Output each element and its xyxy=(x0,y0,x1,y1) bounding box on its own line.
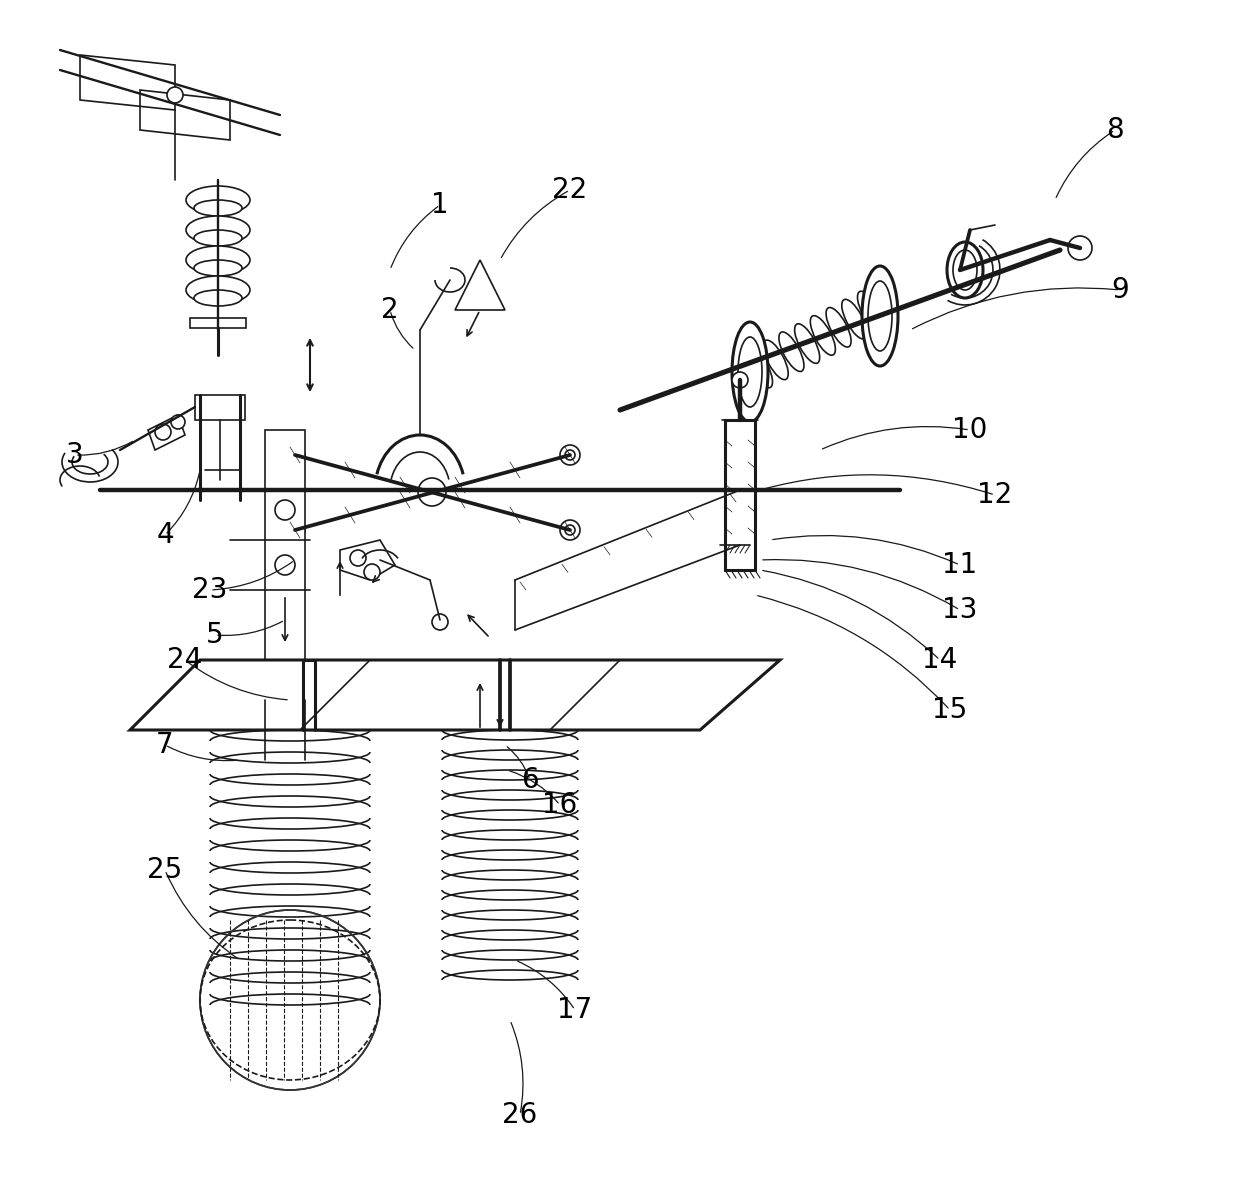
Text: 11: 11 xyxy=(942,551,977,579)
Ellipse shape xyxy=(795,324,820,363)
Text: 25: 25 xyxy=(148,857,182,884)
Text: 24: 24 xyxy=(167,646,202,674)
Polygon shape xyxy=(725,420,755,570)
Ellipse shape xyxy=(811,315,836,355)
Ellipse shape xyxy=(738,337,763,407)
Text: 4: 4 xyxy=(156,521,174,549)
Ellipse shape xyxy=(740,340,760,401)
Ellipse shape xyxy=(735,325,765,415)
Circle shape xyxy=(432,614,448,630)
Text: 12: 12 xyxy=(977,481,1013,509)
Circle shape xyxy=(171,415,185,429)
Polygon shape xyxy=(195,395,246,420)
Circle shape xyxy=(732,372,748,389)
Text: 17: 17 xyxy=(557,996,593,1024)
Ellipse shape xyxy=(954,250,977,290)
Circle shape xyxy=(365,564,379,580)
Ellipse shape xyxy=(868,282,892,351)
Circle shape xyxy=(350,550,366,565)
Ellipse shape xyxy=(732,322,768,422)
Circle shape xyxy=(565,450,575,460)
Circle shape xyxy=(275,555,295,575)
Text: 9: 9 xyxy=(1111,275,1128,304)
Circle shape xyxy=(1068,236,1092,260)
Ellipse shape xyxy=(947,242,983,298)
Text: 6: 6 xyxy=(521,766,539,794)
Polygon shape xyxy=(190,318,246,328)
Ellipse shape xyxy=(186,245,250,274)
Ellipse shape xyxy=(748,348,773,387)
Ellipse shape xyxy=(866,269,895,360)
Circle shape xyxy=(560,445,580,466)
Circle shape xyxy=(290,450,300,460)
Text: 22: 22 xyxy=(552,176,588,205)
Text: 23: 23 xyxy=(192,576,228,604)
Text: 14: 14 xyxy=(923,646,957,674)
Ellipse shape xyxy=(870,285,890,345)
Circle shape xyxy=(275,500,295,520)
Ellipse shape xyxy=(193,230,242,245)
Circle shape xyxy=(285,445,305,466)
Text: 5: 5 xyxy=(206,621,223,648)
Text: 8: 8 xyxy=(1106,115,1123,144)
Ellipse shape xyxy=(186,217,250,244)
Polygon shape xyxy=(148,415,185,450)
Text: 10: 10 xyxy=(952,416,988,444)
Ellipse shape xyxy=(763,340,789,380)
Circle shape xyxy=(155,423,171,440)
Text: 16: 16 xyxy=(542,792,578,819)
Circle shape xyxy=(290,525,300,535)
Ellipse shape xyxy=(193,200,242,217)
Polygon shape xyxy=(340,540,396,580)
Text: 15: 15 xyxy=(932,697,967,724)
Text: 26: 26 xyxy=(502,1101,538,1128)
Polygon shape xyxy=(130,660,780,730)
Text: 2: 2 xyxy=(381,296,399,324)
Ellipse shape xyxy=(779,332,804,372)
Ellipse shape xyxy=(186,186,250,214)
Ellipse shape xyxy=(186,275,250,304)
Ellipse shape xyxy=(193,260,242,275)
Circle shape xyxy=(167,87,184,103)
Ellipse shape xyxy=(193,290,242,306)
Circle shape xyxy=(560,520,580,540)
Ellipse shape xyxy=(826,308,851,348)
Ellipse shape xyxy=(858,291,883,331)
Text: 1: 1 xyxy=(432,191,449,219)
Polygon shape xyxy=(265,429,305,700)
Text: 7: 7 xyxy=(156,731,174,759)
Ellipse shape xyxy=(842,300,867,339)
Ellipse shape xyxy=(862,266,898,366)
Circle shape xyxy=(285,520,305,540)
Text: 3: 3 xyxy=(66,442,84,469)
Circle shape xyxy=(565,525,575,535)
Text: 13: 13 xyxy=(942,595,977,624)
Circle shape xyxy=(418,478,446,506)
